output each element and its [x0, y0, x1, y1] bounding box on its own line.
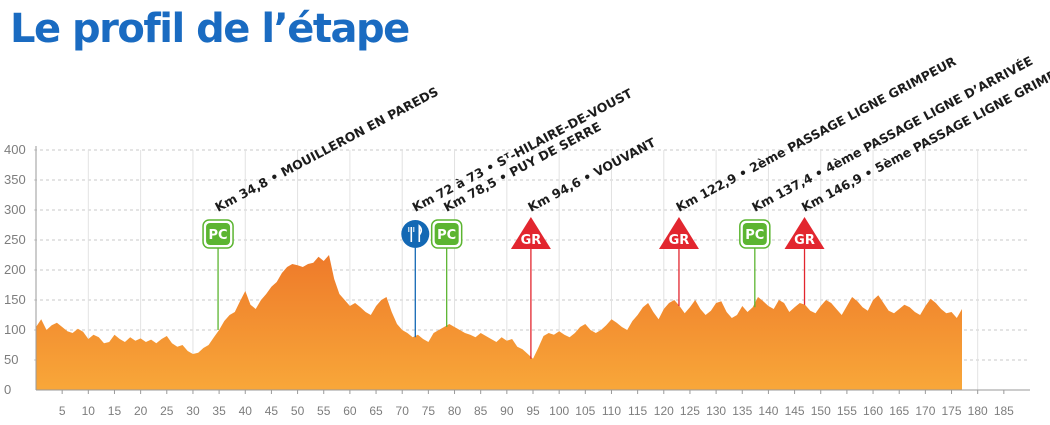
- x-tick-label: 20: [134, 404, 148, 418]
- y-tick-label: 400: [4, 142, 26, 157]
- y-tick-label: 100: [4, 322, 26, 337]
- point-label: Km 34,8 • MOUILLERON EN PAREDS: [212, 84, 440, 215]
- x-tick-label: 25: [160, 404, 174, 418]
- gr-badge-label: GR: [521, 233, 542, 248]
- y-tick-label: 150: [4, 292, 26, 307]
- pc-badge-label: PC: [437, 228, 456, 243]
- gr-badge: [658, 217, 699, 249]
- x-tick-label: 105: [575, 404, 595, 418]
- x-tick-label: 50: [291, 404, 305, 418]
- x-tick-label: 40: [239, 404, 253, 418]
- x-tick-label: 65: [369, 404, 383, 418]
- y-tick-label: 250: [4, 232, 26, 247]
- y-tick-label: 0: [4, 382, 11, 397]
- pc-badge-label: PC: [745, 228, 764, 243]
- x-tick-label: 170: [915, 404, 935, 418]
- point-label: Km 78,5 • PUY DE SERRE: [441, 119, 603, 215]
- x-tick-label: 180: [968, 404, 988, 418]
- x-tick-label: 45: [265, 404, 279, 418]
- y-tick-label: 200: [4, 262, 26, 277]
- x-tick-label: 15: [108, 404, 122, 418]
- x-tick-label: 35: [212, 404, 226, 418]
- x-tick-label: 135: [732, 404, 752, 418]
- x-tick-label: 55: [317, 404, 331, 418]
- x-tick-label: 5: [59, 404, 66, 418]
- x-tick-label: 165: [889, 404, 909, 418]
- x-tick-label: 130: [706, 404, 726, 418]
- pc-badge: [742, 223, 767, 245]
- pc-badge: [206, 223, 231, 245]
- x-tick-label: 110: [602, 404, 621, 418]
- y-tick-label: 350: [4, 172, 26, 187]
- x-tick-label: 115: [628, 404, 647, 418]
- gr-badge: [784, 217, 825, 249]
- y-tick-label: 50: [4, 352, 18, 367]
- x-tick-label: 160: [863, 404, 883, 418]
- x-tick-label: 175: [942, 404, 962, 418]
- gr-badge-label: GR: [794, 233, 815, 248]
- x-tick-label: 85: [474, 404, 488, 418]
- x-tick-label: 140: [758, 404, 778, 418]
- x-tick-label: 155: [837, 404, 857, 418]
- knife-icon: [418, 224, 423, 242]
- x-tick-label: 185: [994, 404, 1014, 418]
- x-tick-label: 10: [82, 404, 96, 418]
- x-tick-label: 95: [526, 404, 540, 418]
- elevation-area: [36, 255, 962, 390]
- x-tick-label: 100: [549, 404, 569, 418]
- ravito-badge: [401, 220, 430, 248]
- x-tick-label: 30: [186, 404, 200, 418]
- pc-badge-label: PC: [209, 228, 228, 243]
- x-tick-label: 80: [448, 404, 462, 418]
- x-tick-label: 150: [811, 404, 831, 418]
- x-tick-label: 120: [654, 404, 674, 418]
- x-tick-label: 145: [785, 404, 805, 418]
- gr-badge-label: GR: [669, 233, 690, 248]
- y-tick-label: 300: [4, 202, 26, 217]
- gr-badge: [510, 217, 551, 249]
- x-tick-label: 90: [500, 404, 514, 418]
- point-label: Km 122,9 • 2ème PASSAGE LIGNE GRIMPEUR: [673, 53, 958, 214]
- point-label: Km 137,4 • 4ème PASSAGE LIGNE D’ARRIVÉE: [749, 53, 1035, 215]
- pc-badge: [434, 223, 459, 245]
- x-tick-label: 125: [680, 404, 700, 418]
- x-tick-label: 60: [343, 404, 357, 418]
- x-tick-label: 70: [396, 404, 410, 418]
- x-tick-label: 75: [422, 404, 436, 418]
- page-title: Le profil de l’étape: [10, 6, 410, 52]
